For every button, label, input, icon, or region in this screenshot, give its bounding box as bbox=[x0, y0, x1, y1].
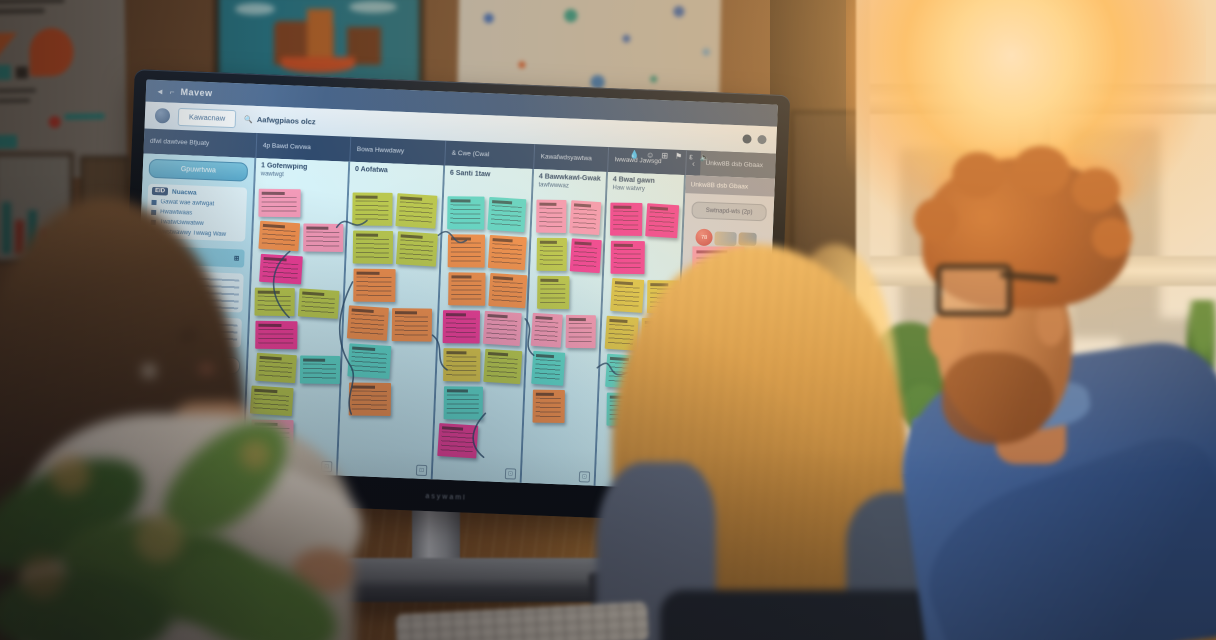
flag-icon[interactable]: ⚑ bbox=[674, 151, 683, 161]
sticky-note[interactable] bbox=[447, 196, 485, 230]
sticky-note[interactable] bbox=[348, 382, 392, 416]
sticky-note[interactable] bbox=[443, 386, 483, 420]
column-footer-icon[interactable]: ⊡ bbox=[504, 468, 517, 480]
avatar-thumb[interactable] bbox=[714, 230, 737, 246]
column-title: 1 Gofenwping wawtwgt bbox=[260, 162, 308, 178]
right-panel-header: Unkw8B dsb Gbaax bbox=[685, 175, 775, 197]
sticky-note[interactable] bbox=[297, 288, 340, 319]
sticky-note[interactable] bbox=[532, 389, 565, 424]
sticky-note[interactable] bbox=[255, 320, 298, 350]
board-tab-4[interactable]: & Cwe (Cwal bbox=[445, 140, 536, 170]
sticky-note[interactable] bbox=[249, 385, 294, 417]
column-notes-area bbox=[338, 190, 442, 465]
sticky-note[interactable] bbox=[645, 203, 680, 239]
sticky-note[interactable] bbox=[352, 230, 394, 264]
earring bbox=[146, 368, 152, 374]
sticky-note[interactable] bbox=[437, 423, 479, 459]
sticky-note[interactable] bbox=[395, 231, 438, 267]
column-title: 0 Aofatwa bbox=[354, 165, 388, 175]
sticky-note[interactable] bbox=[443, 348, 481, 382]
window-mullion bbox=[870, 84, 1216, 114]
search-area[interactable]: 🔍 Aafwgpiaos olcz bbox=[244, 115, 316, 127]
toolbar-icon-1[interactable] bbox=[742, 134, 752, 144]
sticky-note[interactable] bbox=[254, 287, 295, 317]
sticky-note[interactable] bbox=[537, 275, 570, 310]
app-title: Mavew bbox=[180, 86, 213, 99]
sidebar-header-button[interactable]: Gpuwrtvwa bbox=[148, 158, 249, 182]
sticky-note[interactable] bbox=[255, 352, 297, 384]
sticky-note[interactable] bbox=[536, 237, 567, 272]
layout-grid-icon[interactable]: ⊞ bbox=[233, 255, 240, 263]
person-left-lips bbox=[200, 366, 213, 372]
sticky-note[interactable] bbox=[347, 343, 392, 379]
grid-icon[interactable]: ⊞ bbox=[661, 151, 669, 161]
speaker-icon[interactable]: 🔈 bbox=[699, 152, 710, 163]
toolbar-icon-2[interactable] bbox=[757, 134, 767, 145]
board-tab-3[interactable]: Bowa Hwwdawy bbox=[350, 136, 447, 166]
menu-icon[interactable]: ⌐ bbox=[169, 87, 175, 97]
avatar-badge[interactable]: 78 bbox=[695, 228, 713, 247]
column-title: 6 Santi 1taw bbox=[449, 169, 491, 179]
board-column-2: 0 Aofatwa ⊡ bbox=[337, 161, 446, 480]
board-column-4: 4 Bawwkawl-Gwak tawfwwwaz ⊡ bbox=[521, 169, 609, 486]
person-right-beard bbox=[942, 352, 1054, 444]
search-icon[interactable]: 🔍 bbox=[244, 116, 254, 124]
sticky-note[interactable] bbox=[569, 238, 602, 274]
sticky-note[interactable] bbox=[448, 272, 486, 306]
panel-tab[interactable]: Unkw8B dsb Gbaax bbox=[700, 150, 776, 179]
sticky-note[interactable] bbox=[531, 350, 566, 386]
sticky-note[interactable] bbox=[488, 272, 528, 309]
back-icon[interactable]: ◄ bbox=[155, 86, 165, 96]
column-title: 4 Bwal gawn Haw watwry bbox=[612, 176, 655, 193]
sticky-note[interactable] bbox=[259, 253, 303, 285]
drop-icon[interactable]: 💧 bbox=[629, 149, 640, 160]
sidebar-item-2[interactable]: Hwawtwaas bbox=[151, 209, 242, 219]
monitor-brand-label: asywaml bbox=[425, 492, 467, 502]
sticky-note[interactable] bbox=[346, 305, 389, 341]
sticky-note[interactable] bbox=[258, 188, 301, 218]
column-notes-area bbox=[433, 194, 531, 469]
board-tab-5[interactable]: Kawafwdsyawtwa bbox=[534, 144, 610, 173]
sticky-note[interactable] bbox=[391, 308, 433, 342]
column-title: 4 Bawwkawl-Gwak tawfwwwaz bbox=[538, 173, 601, 190]
sticky-note[interactable] bbox=[353, 268, 396, 303]
person-right-nose bbox=[928, 312, 962, 360]
sticky-note[interactable] bbox=[565, 314, 596, 349]
sticky-note[interactable] bbox=[487, 196, 527, 233]
sticky-note[interactable] bbox=[447, 234, 486, 268]
sticky-note[interactable] bbox=[482, 310, 522, 347]
sticky-note[interactable] bbox=[487, 234, 527, 271]
column-notes-area bbox=[522, 197, 605, 472]
sticky-note[interactable] bbox=[483, 348, 523, 385]
bullet-icon bbox=[151, 199, 157, 205]
sticky-note[interactable] bbox=[530, 312, 563, 348]
board-tab-2[interactable]: 4p Bawd Cwvwa bbox=[256, 133, 352, 162]
sticky-note[interactable] bbox=[610, 240, 645, 275]
sticky-note[interactable] bbox=[258, 220, 301, 252]
sticky-note[interactable] bbox=[303, 223, 344, 252]
sticky-note[interactable] bbox=[569, 200, 602, 236]
column-footer-icon[interactable]: ⊡ bbox=[415, 464, 428, 477]
sticky-note[interactable] bbox=[395, 193, 438, 229]
sticky-note[interactable] bbox=[299, 355, 341, 384]
sticky-note[interactable] bbox=[610, 277, 645, 313]
chair-back bbox=[660, 590, 960, 640]
sticky-note[interactable] bbox=[536, 199, 567, 233]
sticky-note[interactable] bbox=[610, 202, 643, 236]
toolbar-button[interactable]: Kawacnaw bbox=[177, 107, 237, 128]
user-avatar[interactable] bbox=[154, 107, 171, 124]
board-column-3: 6 Santi 1taw ⊡ bbox=[432, 165, 535, 483]
epsilon-icon[interactable]: ε bbox=[689, 152, 693, 162]
sidebar-badge-label: Nuacwa bbox=[171, 188, 197, 197]
smiley-icon[interactable]: ☺ bbox=[646, 150, 655, 160]
sidebar-item-1[interactable]: Gawat wae awfwgat bbox=[151, 199, 242, 209]
column-footer-icon[interactable]: ⊡ bbox=[578, 471, 591, 483]
sticky-note[interactable] bbox=[442, 310, 481, 344]
sticky-note[interactable] bbox=[352, 192, 393, 226]
sidebar-badge: EID bbox=[151, 186, 169, 196]
right-panel-button[interactable]: Swtnapd-wts (2p) bbox=[691, 201, 767, 222]
search-text: Aafwgpiaos olcz bbox=[256, 115, 316, 127]
